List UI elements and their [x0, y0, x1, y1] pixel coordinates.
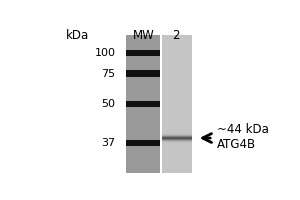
Text: 2: 2	[172, 29, 180, 42]
Bar	[126, 35, 160, 173]
Bar	[126, 140, 160, 146]
Text: ATG4B: ATG4B	[217, 138, 256, 151]
Bar	[126, 70, 160, 77]
Bar	[162, 143, 192, 144]
Bar	[162, 136, 192, 137]
Bar	[162, 134, 192, 135]
Bar	[162, 139, 192, 140]
Bar	[162, 133, 192, 134]
Text: ~44 kDa: ~44 kDa	[217, 123, 268, 136]
Bar	[162, 35, 192, 173]
Text: kDa: kDa	[65, 29, 89, 42]
Bar	[126, 101, 160, 107]
Bar	[162, 141, 192, 142]
Bar	[126, 50, 160, 56]
Text: 75: 75	[101, 69, 116, 79]
Text: 50: 50	[101, 99, 116, 109]
Bar	[162, 140, 192, 141]
Bar	[162, 142, 192, 143]
Bar	[162, 137, 192, 138]
Bar	[162, 135, 192, 136]
Text: 37: 37	[101, 138, 116, 148]
Bar	[162, 132, 192, 133]
Text: 100: 100	[94, 48, 116, 58]
Text: MW: MW	[132, 29, 154, 42]
Bar	[162, 138, 192, 139]
